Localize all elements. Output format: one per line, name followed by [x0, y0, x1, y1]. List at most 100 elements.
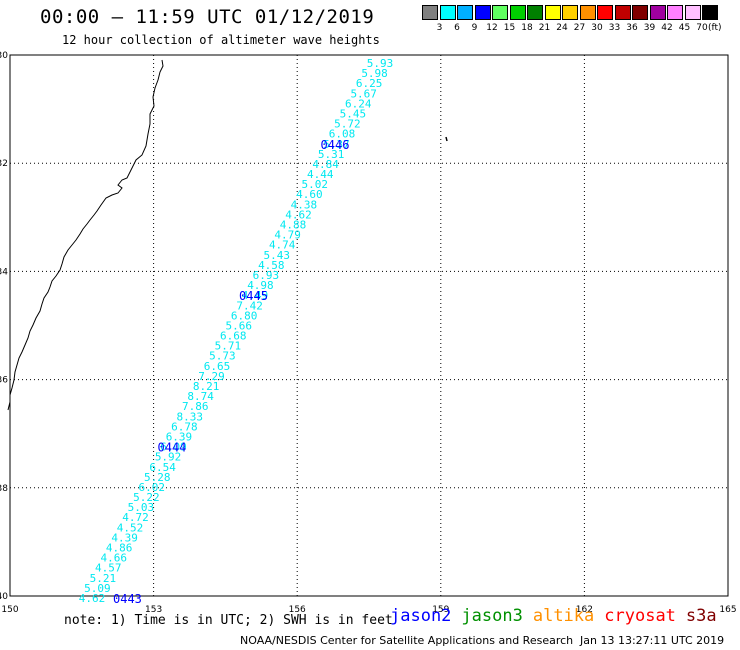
- wave-height-value: 4.60: [296, 188, 323, 201]
- legend-swatch: [562, 5, 578, 20]
- lon-tick-label: 162: [576, 605, 593, 615]
- legend-swatch: [649, 5, 666, 20]
- lat-tick-label: -36: [0, 376, 8, 386]
- legend-label: 21: [538, 23, 551, 33]
- legend-label: 18: [521, 23, 533, 33]
- satellite-name: jason3: [461, 606, 523, 626]
- satellite-name: jason2: [390, 606, 452, 626]
- wave-height-value: 4.66: [100, 552, 127, 565]
- legend-label: 12: [486, 23, 498, 33]
- wave-height-value: 5.22: [133, 491, 160, 504]
- wave-height-value: 6.25: [356, 77, 383, 90]
- wave-height-value: 6.24: [345, 97, 372, 110]
- wave-height-value: 4.52: [117, 521, 144, 534]
- wave-height-value: 5.21: [90, 572, 117, 585]
- pass-time-label: 0446: [321, 138, 350, 152]
- wave-height-value: 4.44: [307, 168, 334, 181]
- wave-height-value: 8.74: [187, 390, 214, 403]
- wave-height-value: 6.09: [160, 441, 187, 454]
- wave-height-value: 5.03: [128, 501, 155, 514]
- wave-height-value: 5.92: [155, 451, 182, 464]
- wave-height-value: 7.29: [198, 370, 225, 383]
- wave-height-value: 4.38: [291, 198, 318, 211]
- wave-height-value: 6.39: [166, 430, 193, 443]
- wave-height-value: 6.93: [253, 269, 280, 282]
- wave-height-value: 4.39: [111, 531, 138, 544]
- pass-time-label: 0443: [113, 592, 142, 606]
- lon-tick-label: 150: [1, 605, 18, 615]
- lat-tick-label: -38: [0, 484, 8, 494]
- wave-height-value: 4.84: [312, 158, 339, 171]
- wave-height-value: 4.79: [274, 229, 301, 242]
- wave-height-value: 6.02: [139, 481, 166, 494]
- wave-height-value: 4.58: [258, 259, 285, 272]
- map-border: [9, 54, 729, 597]
- chart-title: 00:00 – 11:59 UTC 01/12/2019: [40, 6, 375, 28]
- lon-tick-label: 153: [145, 605, 162, 615]
- satellite-name: altika: [532, 606, 595, 626]
- lon-tick-label: 156: [289, 605, 306, 615]
- wave-height-value: 5.72: [334, 118, 361, 131]
- legend-label: 9: [471, 23, 478, 33]
- wave-height-value: 4.98: [247, 279, 274, 292]
- legend-swatch: [544, 5, 561, 20]
- wave-height-value: 5.71: [215, 340, 242, 353]
- wave-height-value: 6.08: [329, 128, 356, 141]
- satellite-name: s3a: [685, 606, 717, 626]
- legend-label: 39: [643, 23, 656, 33]
- wave-height-value: 7.42: [236, 299, 263, 312]
- legend-label: 45: [678, 23, 691, 33]
- wave-height-value: 5.28: [144, 471, 171, 484]
- timestamp-text: Jan 13 13:27:11 UTC 2019: [580, 634, 725, 647]
- satellite-legend: jason2 jason3 altika cryosat s3a: [390, 606, 727, 626]
- wave-height-value: 5.09: [84, 582, 111, 595]
- pass-time-label: 0445: [239, 289, 268, 303]
- legend-swatch: [597, 5, 613, 20]
- lat-tick-label: -30: [0, 51, 8, 61]
- wave-height-value: 5.45: [340, 107, 367, 120]
- lat-tick-label: -40: [0, 592, 8, 602]
- wave-height-value: 4.62: [79, 592, 106, 605]
- wave-height-value: 4.74: [269, 239, 296, 252]
- map-grid: 150 153 156 159 162 165 -30 -32 -34 -36 -38 -40: [0, 51, 737, 615]
- legend-swatch: [632, 5, 648, 20]
- wave-height-value: 4.49: [242, 289, 269, 302]
- lon-tick-label: 165: [719, 605, 736, 615]
- wave-height-value: 8.33: [177, 410, 204, 423]
- wave-height-value: 5.43: [264, 249, 291, 262]
- legend-swatch: [439, 5, 456, 20]
- legend-label: 27: [573, 23, 586, 33]
- legend-label: 42: [661, 23, 673, 33]
- legend-swatch: [667, 5, 683, 20]
- wave-height-value: 5.31: [318, 148, 345, 161]
- legend-label: 6: [454, 23, 460, 33]
- wave-height-value: 7.86: [182, 400, 209, 413]
- wave-height-value: 5.73: [209, 350, 236, 363]
- wave-height-value: 5.93: [367, 57, 394, 70]
- legend-swatch: [702, 5, 718, 20]
- lat-tick-label: -32: [0, 159, 8, 169]
- legend-unit: (ft): [708, 23, 722, 33]
- note-text: note: 1) Time is in UTC; 2) SWH is in fe…: [64, 613, 393, 628]
- wave-height-value: 5.98: [361, 67, 388, 80]
- wave-height-value: 6.54: [149, 461, 176, 474]
- legend-label: 3: [436, 23, 443, 33]
- pass-labels: 0446 0445 0444 0443: [113, 138, 349, 606]
- altimeter-track: 5.935.986.255.676.245.455.726.085.375.31…: [79, 57, 394, 605]
- legend-swatch: [579, 5, 596, 20]
- credit-text: NOAA/NESDIS Center for Satellite Applica…: [240, 634, 574, 647]
- wave-height-value: 8.21: [193, 380, 220, 393]
- legend-label: 30: [591, 23, 603, 33]
- lon-tick-label: 159: [432, 605, 449, 615]
- legend-label: 15: [503, 23, 516, 33]
- legend-label: 33: [608, 23, 621, 33]
- wave-height-value: 4.72: [122, 511, 149, 524]
- wave-height-value: 4.88: [280, 219, 307, 232]
- chart-subtitle: 12 hour collection of altimeter wave hei…: [62, 33, 380, 47]
- small-island-mark: [445, 136, 448, 142]
- wave-height-value: 5.66: [225, 319, 252, 332]
- wave-height-value: 4.62: [285, 208, 312, 221]
- wave-height-value: 6.68: [220, 330, 247, 343]
- legend-swatch: [422, 5, 438, 20]
